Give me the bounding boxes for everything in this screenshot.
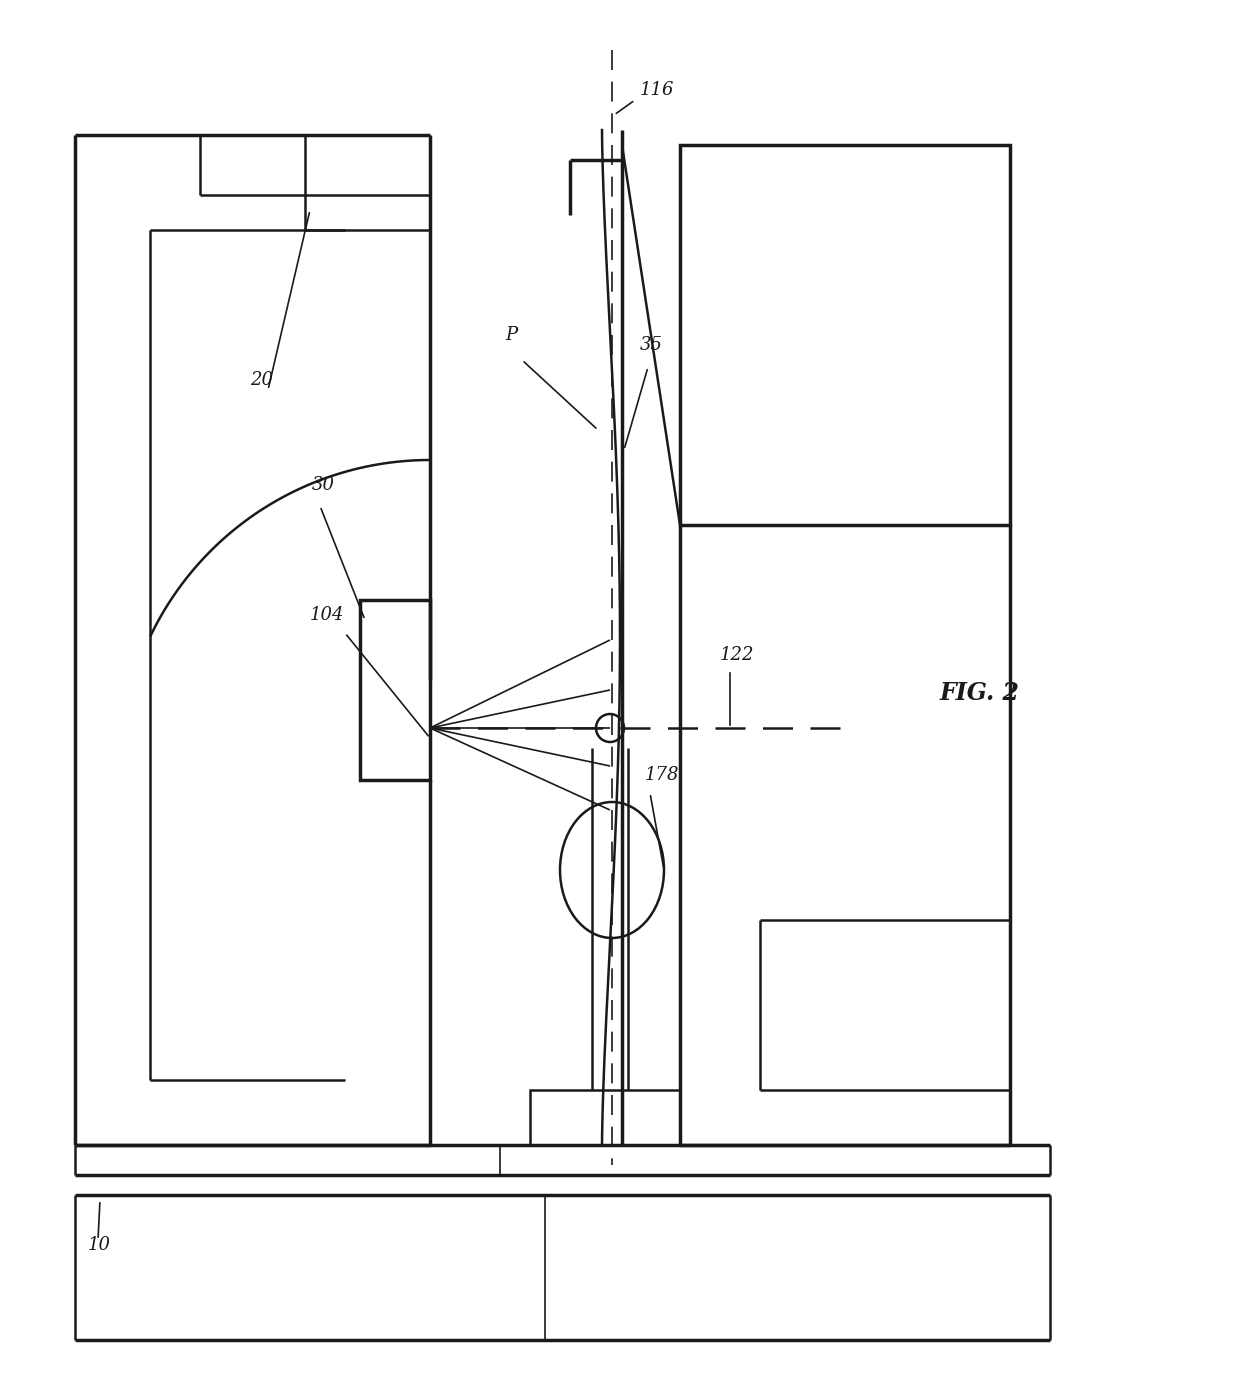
Text: FIG. 2: FIG. 2 — [940, 681, 1021, 704]
Bar — [680, 145, 1011, 525]
Bar — [360, 601, 430, 781]
Text: 122: 122 — [720, 646, 754, 664]
Text: 35: 35 — [640, 336, 663, 354]
Text: 116: 116 — [640, 82, 675, 100]
Circle shape — [596, 714, 624, 742]
Text: 10: 10 — [88, 1236, 112, 1254]
Text: 104: 104 — [310, 606, 345, 624]
Bar — [529, 1091, 680, 1145]
Ellipse shape — [560, 801, 663, 938]
Text: P: P — [505, 327, 517, 345]
Text: 30: 30 — [312, 476, 335, 494]
Text: 20: 20 — [250, 371, 273, 389]
Text: 178: 178 — [645, 765, 680, 783]
